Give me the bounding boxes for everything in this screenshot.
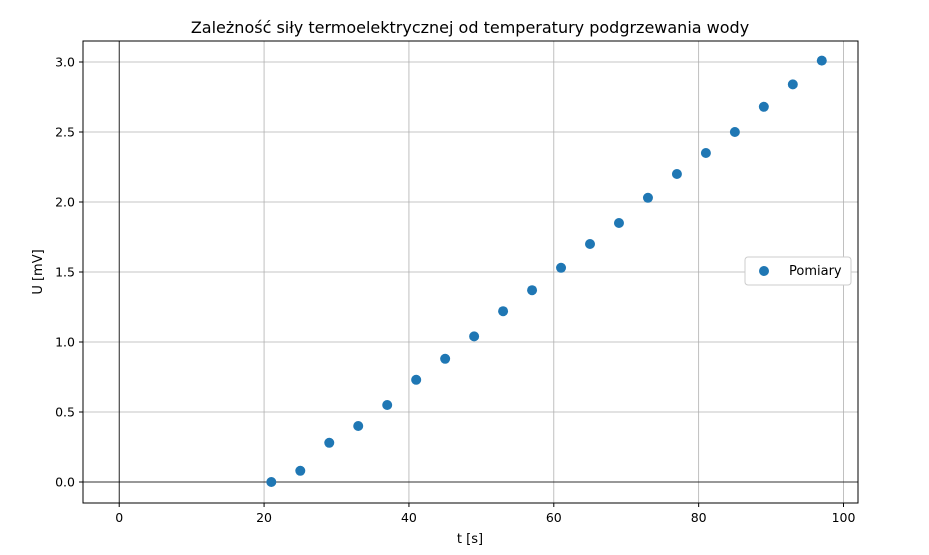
data-point [787,79,798,90]
y-axis-label: U [mV] [31,249,46,294]
data-point [440,353,451,364]
data-point [700,148,711,158]
data-point [613,218,624,228]
y-tick-label: 1.0 [55,335,75,350]
data-point [266,477,277,487]
data-point [671,169,682,179]
data-point [527,285,538,296]
data-point [498,306,509,317]
x-tick-label: 40 [401,510,417,525]
x-tick-label: 20 [256,510,272,525]
y-tick-label: 2.5 [55,125,75,140]
data-point [469,331,480,342]
x-tick-label: 60 [546,510,562,525]
data-point [353,421,364,431]
data-point [382,400,393,410]
x-tick-label: 100 [832,510,856,525]
y-tick-label: 0.5 [55,405,75,420]
data-point [816,55,827,66]
x-tick-label: 0 [115,510,123,525]
data-point [729,127,740,137]
x-axis-label: t [s] [457,532,483,547]
ticks: 0 20 40 60 80 100 0.0 0.5 1.0 1.5 2.0 2.5 3.0 [55,55,855,526]
y-tick-label: 2.0 [55,195,75,210]
data-point [585,239,596,249]
y-tick-label: 0.0 [55,475,75,490]
y-tick-label: 1.5 [55,265,75,280]
plot-frame [82,40,859,504]
data-point [642,192,653,203]
data-point [556,262,567,273]
data-point [295,465,306,476]
legend-frame [744,256,852,286]
chart-title: Zależność siły termoelektrycznej od temp… [191,18,749,37]
legend: Pomiary [744,256,852,286]
grid [83,41,858,503]
data-point [758,101,769,112]
data-point [324,437,335,448]
zero-lines [83,41,858,503]
y-tick-label: 3.0 [55,55,75,70]
data-point [411,374,422,385]
x-tick-label: 80 [691,510,707,525]
legend-marker [759,266,769,276]
data-points [266,55,827,487]
legend-label: Pomiary [789,264,842,279]
